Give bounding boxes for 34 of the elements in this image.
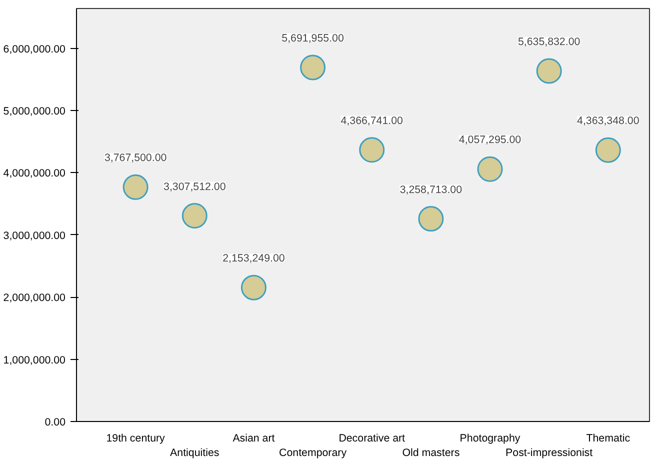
point bbox=[300, 54, 326, 80]
data-label: 5,691,955.00 bbox=[282, 32, 344, 44]
x-tick-label: Thematic bbox=[586, 432, 631, 444]
point bbox=[477, 156, 503, 182]
point bbox=[418, 206, 444, 232]
y-tick-label: 3,000,000.00 bbox=[3, 230, 66, 242]
data-label: 4,363,348.00 bbox=[577, 115, 640, 128]
x-tick-label: Post-impressionist bbox=[506, 446, 593, 459]
y-tick-label: 0.00 bbox=[44, 416, 66, 428]
data-label: 4,366,741.00 bbox=[340, 114, 404, 127]
y-tick-label: 1,000,000.00 bbox=[3, 354, 66, 366]
data-label: 3,767,500.00 bbox=[104, 152, 167, 164]
point bbox=[359, 137, 385, 163]
data-label: 5,635,832.00 bbox=[518, 36, 580, 48]
y-tick-label: 6,000,000.00 bbox=[3, 43, 66, 56]
point bbox=[595, 137, 621, 163]
x-tick-label: Antiquities bbox=[170, 446, 220, 459]
point bbox=[536, 58, 562, 84]
data-label: 3,258,713.00 bbox=[400, 184, 462, 196]
y-tick-label: 5,000,000.00 bbox=[3, 106, 66, 118]
point bbox=[122, 174, 148, 200]
x-tick-label: Photography bbox=[460, 432, 521, 444]
x-tick-label: Old masters bbox=[402, 446, 460, 459]
data-label: 3,307,512.00 bbox=[164, 180, 226, 193]
x-tick-label: Decorative art bbox=[338, 432, 406, 444]
x-tick-label: Asian art bbox=[232, 432, 275, 444]
x-tick-label: 19th century bbox=[106, 432, 166, 444]
point bbox=[182, 203, 208, 229]
data-label: 2,153,249.00 bbox=[222, 252, 285, 265]
point bbox=[240, 274, 266, 300]
y-tick-label: 2,000,000.00 bbox=[3, 292, 66, 304]
y-tick-label: 4,000,000.00 bbox=[3, 168, 66, 180]
data-label: 4,057,295.00 bbox=[458, 134, 522, 146]
x-tick-label: Contemporary bbox=[279, 446, 348, 459]
